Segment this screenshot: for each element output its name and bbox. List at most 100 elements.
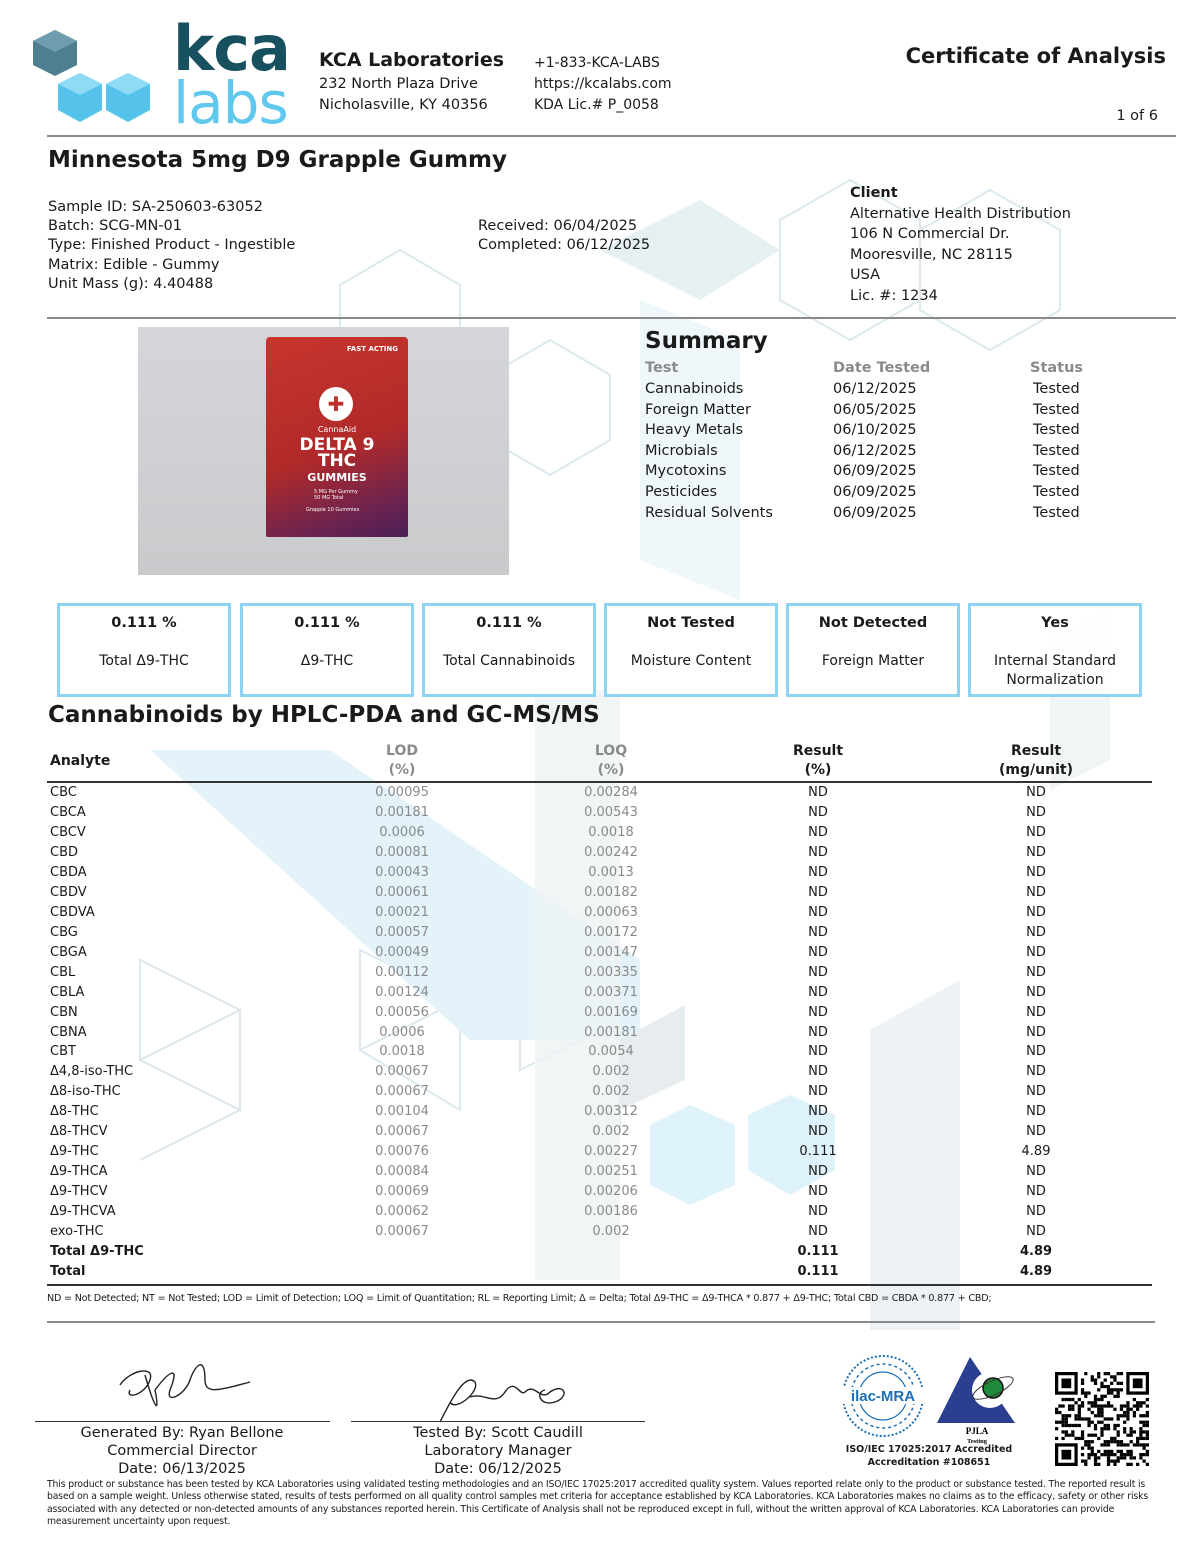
lab-phone: +1-833-KCA-LABS [534, 55, 660, 71]
table-row: Δ8-THC 0.00104 0.00312 ND ND [0, 1102, 1200, 1122]
signature-line [351, 1421, 645, 1422]
result-mg: 4.89 [1021, 1144, 1051, 1160]
result-percent: ND [808, 1204, 828, 1220]
result-mg: ND [1026, 1204, 1046, 1220]
lod-value: 0.00049 [375, 944, 429, 960]
lab-website[interactable]: https://kcalabs.com [534, 76, 672, 92]
analyte-name: Δ9-THCVA [50, 1204, 116, 1220]
table-row: CBD 0.00081 0.00242 ND ND [0, 843, 1200, 863]
page-number: 1 of 6 [1116, 108, 1158, 124]
lod-value: 0.00021 [375, 904, 429, 920]
highlight-value: 0.111 % [476, 615, 542, 631]
summary-test: Heavy Metals [645, 422, 744, 439]
result-mg: ND [1026, 1064, 1046, 1080]
loq-value: 0.00186 [584, 1204, 638, 1220]
result-percent: ND [808, 1024, 828, 1040]
package-dose2: 50 MG Total [314, 495, 344, 501]
result-percent: ND [808, 1184, 828, 1200]
matrix: Matrix: Edible - Gummy [48, 257, 220, 273]
tested-date: Date: 06/12/2025 [434, 1461, 562, 1477]
brand-logo-icon: ✚ [319, 387, 353, 421]
lab-address-1: 232 North Plaza Drive [319, 76, 478, 92]
qr-code-icon[interactable] [1055, 1372, 1149, 1466]
client-license: Lic. #: 1234 [850, 288, 938, 304]
fast-acting-badge: FAST ACTING [346, 345, 398, 353]
loq-value: 0.00335 [584, 964, 638, 980]
result-percent: ND [808, 1164, 828, 1180]
generated-date: Date: 06/13/2025 [118, 1461, 246, 1477]
loq-value: 0.002 [592, 1064, 630, 1080]
result-mg: 4.89 [1019, 1244, 1053, 1260]
result-percent: ND [808, 844, 828, 860]
summary-test: Residual Solvents [645, 504, 773, 521]
table-row: Δ9-THCVA 0.00062 0.00186 ND ND [0, 1202, 1200, 1222]
generated-by: Generated By: Ryan Bellone [80, 1425, 284, 1441]
analyte-name: exo-THC [50, 1224, 104, 1240]
document-title: Certificate of Analysis [905, 44, 1166, 68]
result-percent: 0.111 [799, 1144, 837, 1160]
result-percent: ND [808, 1004, 828, 1020]
table-row: CBLA 0.00124 0.00371 ND ND [0, 983, 1200, 1003]
tested-by-title: Laboratory Manager [424, 1443, 572, 1459]
summary-header-test: Test [645, 360, 679, 376]
result-percent: ND [808, 785, 828, 800]
lod-value: 0.00067 [375, 1064, 429, 1080]
analyte-name: CBT [50, 1044, 76, 1060]
loq-value: 0.00147 [584, 944, 638, 960]
result-mg: ND [1026, 844, 1046, 860]
analyte-name: Δ9-THCV [50, 1184, 108, 1200]
summary-date: 06/12/2025 [833, 381, 917, 397]
product-type: Type: Finished Product - Ingestible [48, 237, 296, 253]
highlight-box: 0.111 % Total Cannabinoids [422, 603, 596, 697]
summary-date: 06/10/2025 [833, 422, 917, 439]
highlight-value: Yes [1041, 615, 1069, 631]
lab-name: KCA Laboratories [319, 49, 505, 71]
highlight-box: 0.111 % Total Δ9-THC [57, 603, 231, 697]
analyte-name: Δ9-THC [50, 1144, 99, 1160]
lod-value: 0.00112 [375, 964, 429, 980]
analyte-name: CBDVA [50, 904, 95, 920]
result-mg: 4.89 [1019, 1264, 1053, 1280]
result-percent: ND [808, 984, 828, 1000]
header-lod-unit: (%) [388, 762, 416, 778]
result-percent: ND [808, 1064, 828, 1080]
summary-header-status: Status [1030, 360, 1084, 376]
loq-value: 0.002 [592, 1224, 630, 1240]
result-mg: ND [1026, 864, 1046, 880]
cannabinoids-title: Cannabinoids by HPLC-PDA and GC-MS/MS [48, 702, 600, 728]
summary-status: Tested [1033, 504, 1080, 521]
result-mg: ND [1026, 1224, 1046, 1240]
table-row: Δ9-THCA 0.00084 0.00251 ND ND [0, 1162, 1200, 1182]
result-percent: ND [808, 944, 828, 960]
analyte-name: CBC [50, 785, 77, 800]
summary-status: Tested [1033, 442, 1080, 459]
summary-header-date: Date Tested [833, 360, 931, 376]
table-row: CBGA 0.00049 0.00147 ND ND [0, 943, 1200, 963]
result-percent: ND [808, 1104, 828, 1120]
highlight-label: Foreign Matter [821, 653, 925, 669]
header-loq: LOQ [594, 743, 628, 759]
loq-value: 0.00206 [584, 1184, 638, 1200]
result-mg: ND [1026, 1184, 1046, 1200]
unit-mass: Unit Mass (g): 4.40488 [48, 276, 214, 292]
signature-scott-caudill [439, 1379, 565, 1423]
loq-value: 0.00312 [584, 1104, 638, 1120]
loq-value: 0.00182 [584, 884, 638, 900]
analyte-name: CBL [50, 964, 76, 980]
table-row: Δ8-iso-THC 0.00067 0.002 ND ND [0, 1082, 1200, 1102]
package-line2: THC [317, 451, 357, 471]
result-mg: ND [1026, 924, 1046, 940]
analyte-name: CBN [50, 1004, 78, 1020]
result-percent: ND [808, 804, 828, 820]
result-mg: ND [1026, 944, 1046, 960]
summary-test: Microbials [645, 442, 718, 459]
loq-value: 0.0054 [588, 1044, 634, 1060]
loq-value: 0.00169 [584, 1004, 638, 1020]
loq-value: 0.00284 [584, 785, 638, 800]
total-row: Total Δ9-THC 0.111 4.89 [0, 1242, 1200, 1262]
logo-text-labs: labs [173, 69, 289, 137]
result-percent: ND [808, 1084, 828, 1100]
table-row: CBDVA 0.00021 0.00063 ND ND [0, 903, 1200, 923]
table-row: Δ9-THC 0.00076 0.00227 0.111 4.89 [0, 1142, 1200, 1162]
result-percent: ND [808, 864, 828, 880]
